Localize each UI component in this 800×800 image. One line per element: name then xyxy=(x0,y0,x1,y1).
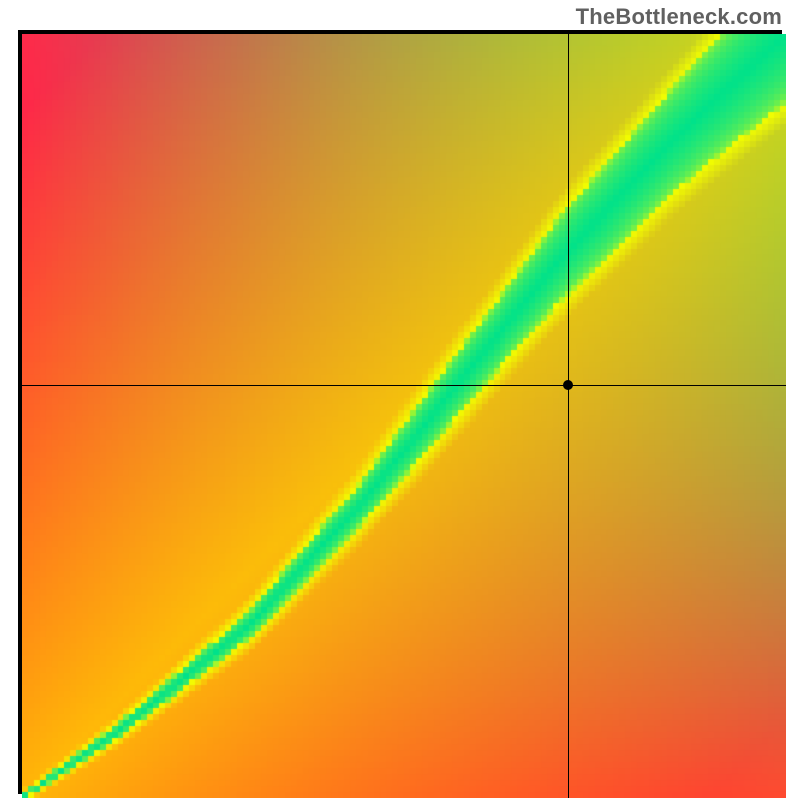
crosshair-vertical-line xyxy=(568,34,569,798)
attribution-label: TheBottleneck.com xyxy=(576,4,782,30)
crosshair-horizontal-line xyxy=(22,385,786,386)
bottleneck-heatmap xyxy=(22,34,786,798)
figure-container: TheBottleneck.com xyxy=(0,0,800,800)
crosshair-marker-dot xyxy=(563,380,573,390)
plot-frame xyxy=(18,30,782,794)
